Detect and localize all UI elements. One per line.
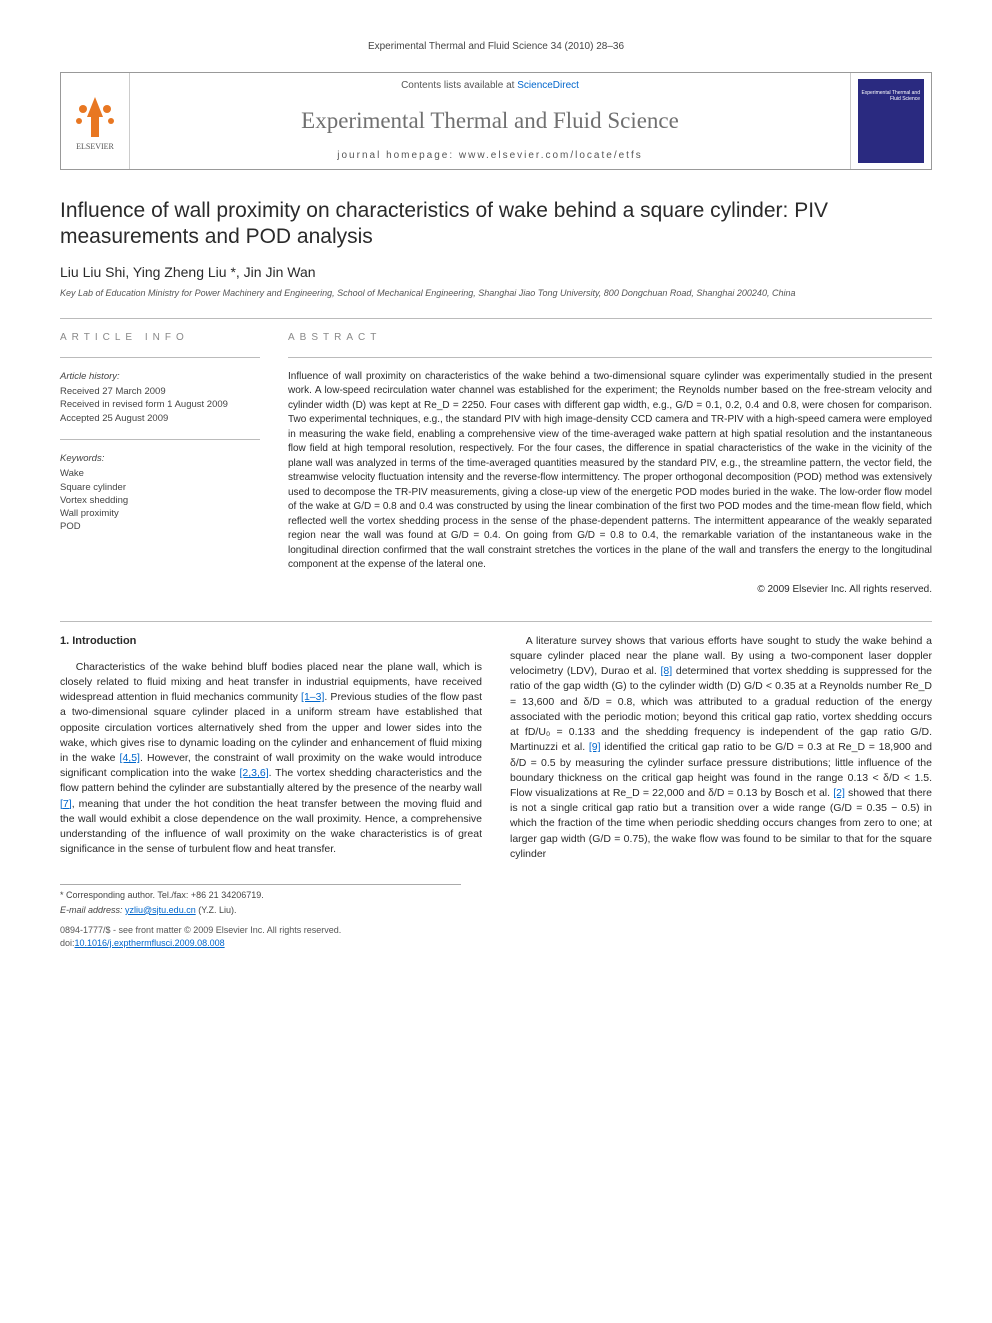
issn-line: 0894-1777/$ - see front matter © 2009 El… <box>60 924 932 937</box>
abstract-text: Influence of wall proximity on character… <box>288 370 932 573</box>
elsevier-logo: ELSEVIER <box>67 89 123 153</box>
cover-thumb-cell: Experimental Thermal and Fluid Science <box>851 73 931 169</box>
journal-banner: ELSEVIER Contents lists available at Sci… <box>60 72 932 170</box>
cover-thumb-text: Experimental Thermal and Fluid Science <box>858 91 924 102</box>
author-list: Liu Liu Shi, Ying Zheng Liu *, Jin Jin W… <box>60 263 932 283</box>
keywords-block: Keywords: Wake Square cylinder Vortex sh… <box>60 452 260 534</box>
keyword: Wall proximity <box>60 507 260 520</box>
info-abstract-row: ARTICLE INFO Article history: Received 2… <box>60 331 932 597</box>
intro-paragraph-2: A literature survey shows that various e… <box>510 634 932 862</box>
abstract-column: ABSTRACT Influence of wall proximity on … <box>288 331 932 597</box>
footer-meta: 0894-1777/$ - see front matter © 2009 El… <box>60 924 932 949</box>
divider <box>60 621 932 622</box>
email-link[interactable]: yzliu@sjtu.edu.cn <box>125 905 196 915</box>
history-line: Received 27 March 2009 <box>60 385 260 398</box>
banner-center: Contents lists available at ScienceDirec… <box>129 73 851 169</box>
keyword: POD <box>60 520 260 533</box>
divider <box>60 357 260 358</box>
intro-paragraph-1: Characteristics of the wake behind bluff… <box>60 660 482 858</box>
citation-link[interactable]: [9] <box>589 741 601 753</box>
corresponding-author-note: * Corresponding author. Tel./fax: +86 21… <box>60 889 461 902</box>
citation-link[interactable]: [1–3] <box>301 691 324 703</box>
keywords-heading: Keywords: <box>60 452 260 465</box>
section-heading-intro: 1. Introduction <box>60 634 482 650</box>
authors-text: Liu Liu Shi, Ying Zheng Liu *, Jin Jin W… <box>60 264 316 280</box>
contents-prefix: Contents lists available at <box>401 80 517 91</box>
divider <box>288 357 932 358</box>
svg-text:ELSEVIER: ELSEVIER <box>76 142 114 151</box>
article-history-block: Article history: Received 27 March 2009 … <box>60 370 260 425</box>
doi-line: doi:10.1016/j.expthermflusci.2009.08.008 <box>60 937 932 950</box>
homepage-prefix: journal homepage: <box>337 150 459 161</box>
history-line: Received in revised form 1 August 2009 <box>60 398 260 411</box>
citation-link[interactable]: [8] <box>661 665 673 677</box>
citation-link[interactable]: [4,5] <box>120 752 140 764</box>
footnote-block: * Corresponding author. Tel./fax: +86 21… <box>60 884 461 916</box>
email-label: E-mail address: <box>60 905 125 915</box>
text-run: , meaning that under the hot condition t… <box>60 798 482 856</box>
keyword: Vortex shedding <box>60 494 260 507</box>
divider <box>60 318 932 319</box>
article-info-heading: ARTICLE INFO <box>60 331 260 345</box>
body-two-column: 1. Introduction Characteristics of the w… <box>60 634 932 862</box>
citation-link[interactable]: [2,3,6] <box>239 767 268 779</box>
journal-cover-thumbnail: Experimental Thermal and Fluid Science <box>858 79 924 163</box>
citation-link[interactable]: [7] <box>60 798 72 810</box>
divider <box>60 439 260 440</box>
citation-link[interactable]: [2] <box>833 787 845 799</box>
homepage-url: www.elsevier.com/locate/etfs <box>459 150 643 161</box>
article-info-column: ARTICLE INFO Article history: Received 2… <box>60 331 260 597</box>
keyword: Wake <box>60 467 260 480</box>
header-citation: Experimental Thermal and Fluid Science 3… <box>60 40 932 54</box>
article-title: Influence of wall proximity on character… <box>60 198 932 251</box>
affiliation: Key Lab of Education Ministry for Power … <box>60 288 932 300</box>
sciencedirect-link[interactable]: ScienceDirect <box>517 80 579 91</box>
contents-available-line: Contents lists available at ScienceDirec… <box>130 79 850 93</box>
email-line: E-mail address: yzliu@sjtu.edu.cn (Y.Z. … <box>60 904 461 917</box>
history-heading: Article history: <box>60 370 260 383</box>
journal-title: Experimental Thermal and Fluid Science <box>130 101 850 141</box>
abstract-copyright: © 2009 Elsevier Inc. All rights reserved… <box>288 583 932 597</box>
keyword: Square cylinder <box>60 481 260 494</box>
journal-homepage-line: journal homepage: www.elsevier.com/locat… <box>130 149 850 163</box>
abstract-heading: ABSTRACT <box>288 331 932 345</box>
doi-prefix: doi: <box>60 938 75 948</box>
publisher-logo-cell: ELSEVIER <box>61 73 129 169</box>
doi-link[interactable]: 10.1016/j.expthermflusci.2009.08.008 <box>75 938 225 948</box>
email-suffix: (Y.Z. Liu). <box>196 905 237 915</box>
history-line: Accepted 25 August 2009 <box>60 412 260 425</box>
